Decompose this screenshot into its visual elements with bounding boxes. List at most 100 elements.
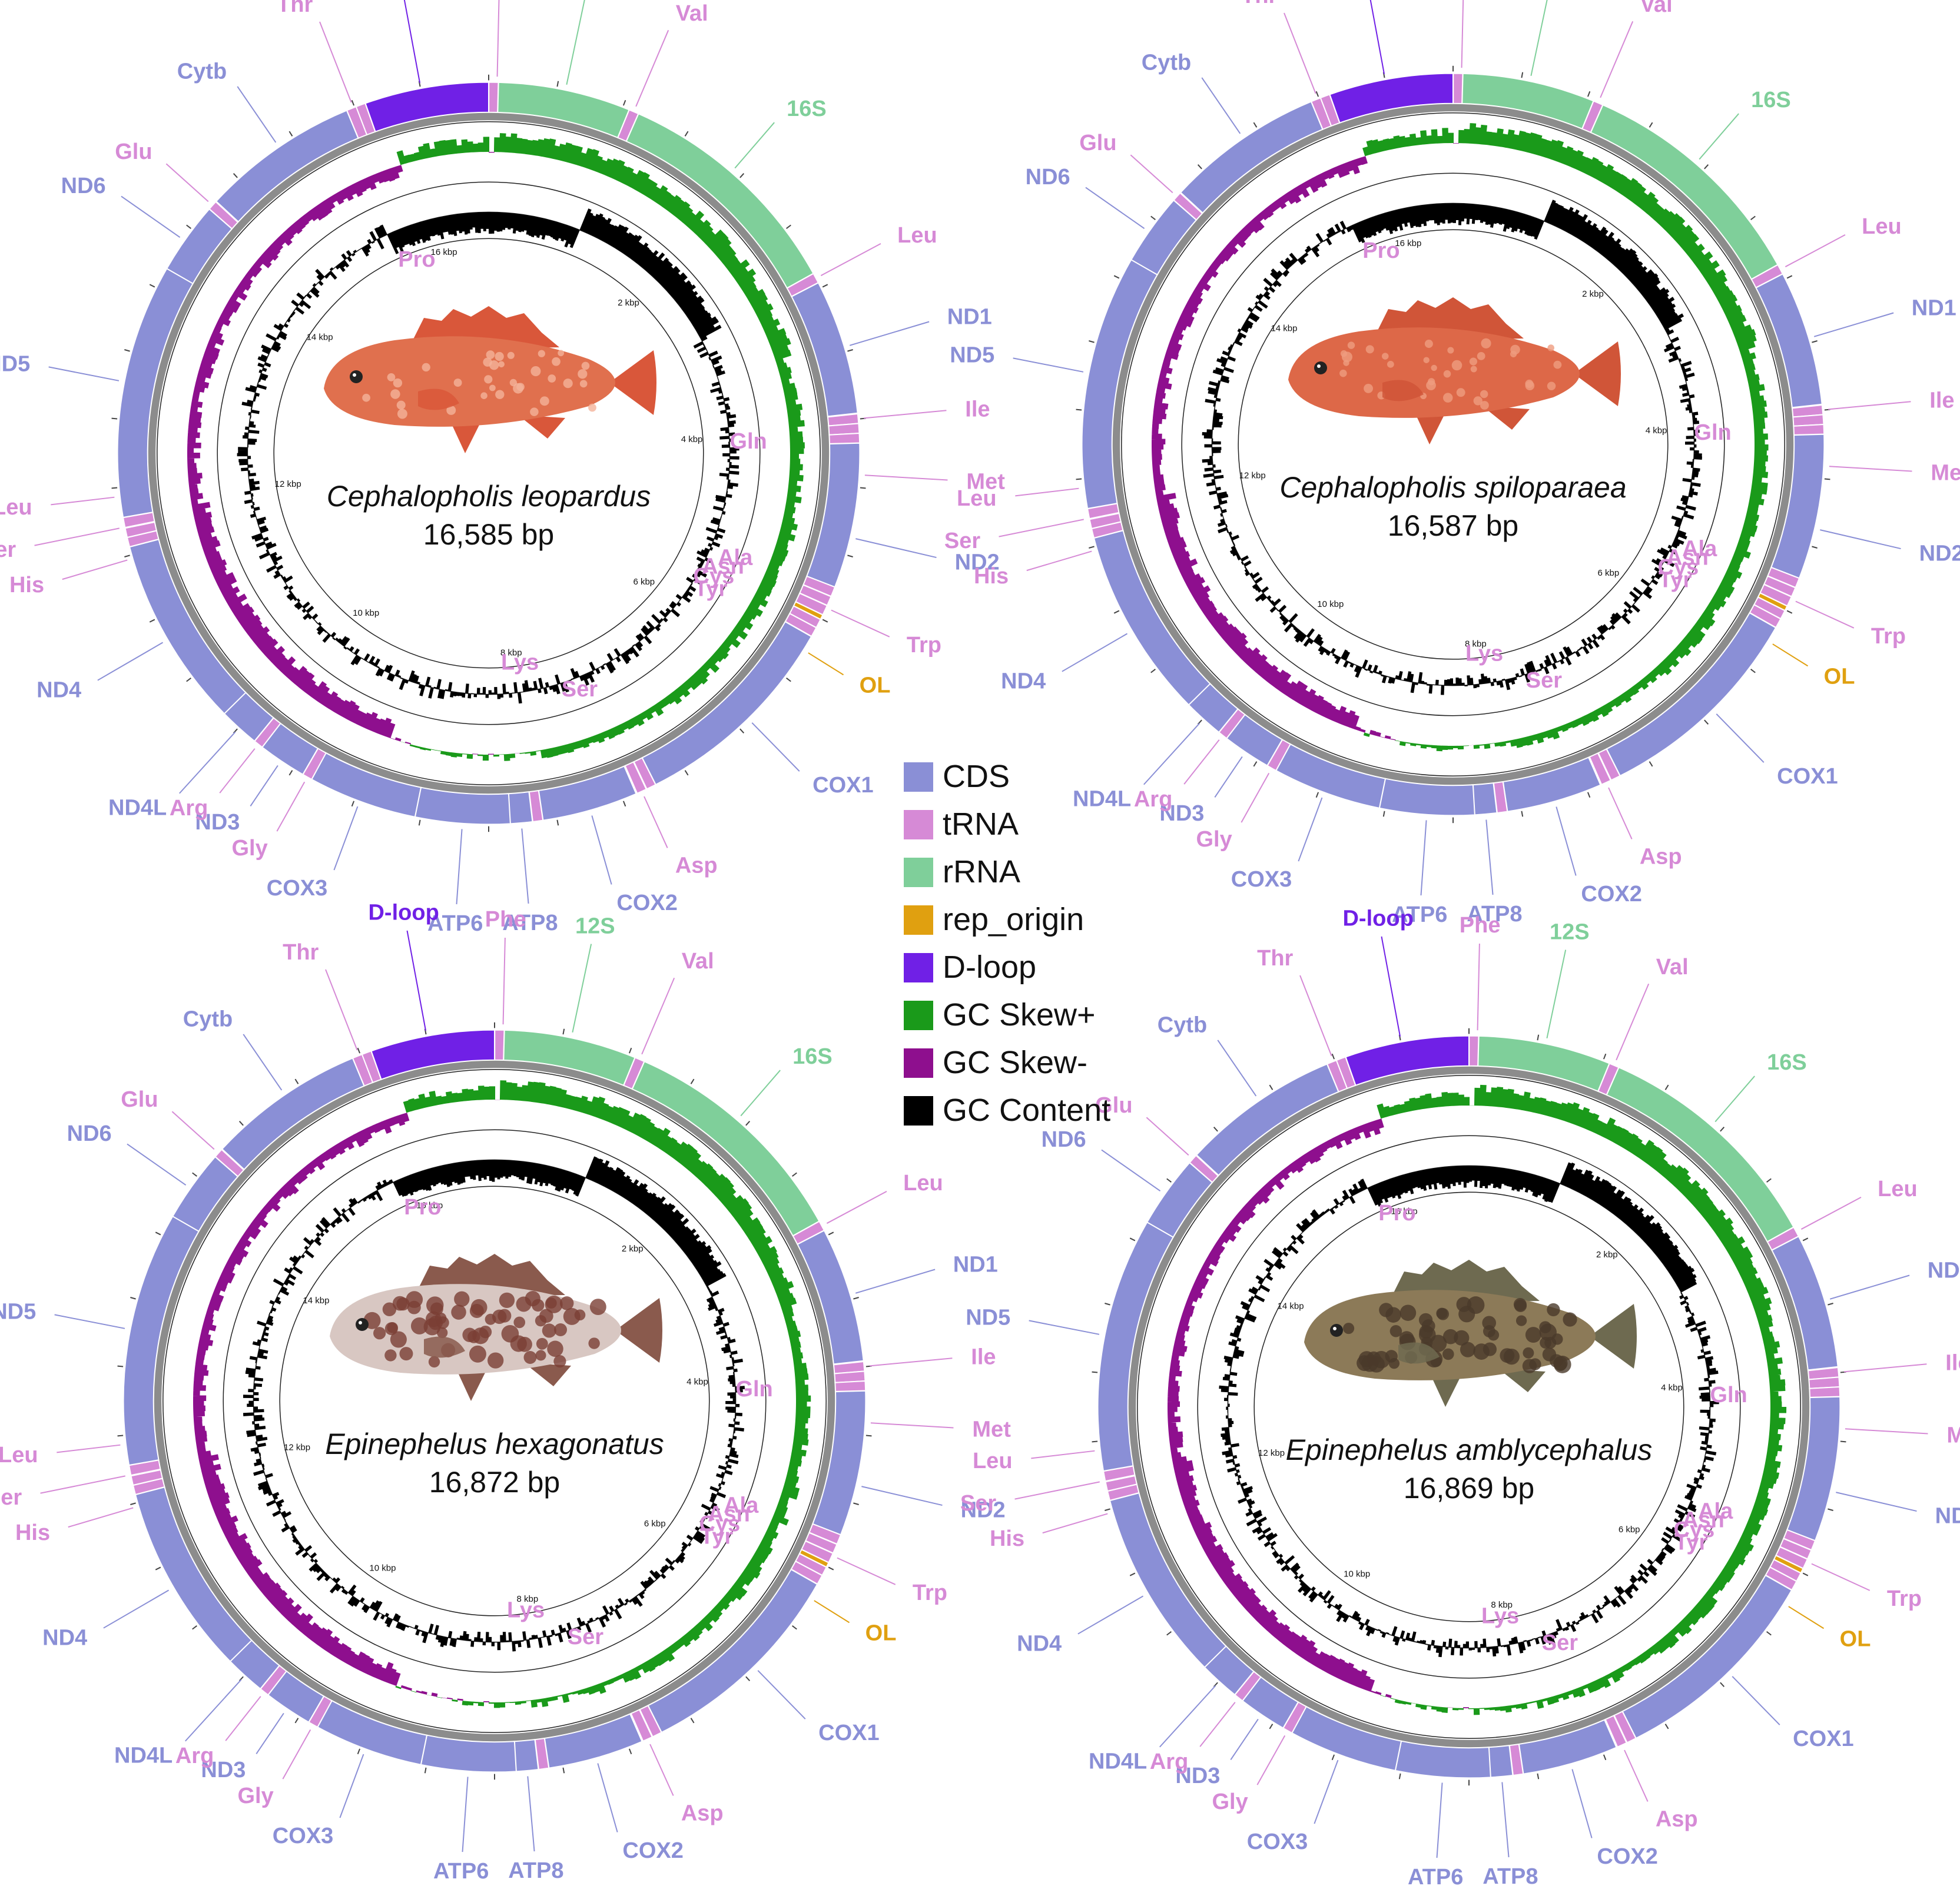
fish-spot xyxy=(392,1296,407,1311)
kbp-label-7: 16 kbp xyxy=(416,1200,443,1210)
inner-label-cys: Cys xyxy=(694,564,735,589)
tick-mark xyxy=(690,1718,695,1724)
leader-line xyxy=(502,937,506,1025)
guide-ring xyxy=(162,1069,827,1733)
tick-mark xyxy=(1315,91,1319,97)
kbp-label-1: 4 kbp xyxy=(1646,426,1667,436)
gene-label-nd3: ND3 xyxy=(1175,1764,1220,1788)
fish-spot xyxy=(1442,393,1453,403)
leader-line xyxy=(597,1763,618,1832)
gene-label-nd4: ND4 xyxy=(37,678,81,703)
tick-mark xyxy=(1812,546,1818,549)
fish-eye-highlight xyxy=(359,1321,362,1324)
gene-label-atp8: ATP8 xyxy=(502,911,558,935)
tick-mark xyxy=(1213,1126,1218,1132)
fish-spot xyxy=(1389,1325,1402,1337)
kbp-scale: 2 kbp 4 kbp 6 kbp 8 kbp 10 kbp 12 kbp 14 kbp 16… xyxy=(1258,1206,1683,1610)
gene-label-asp: Asp xyxy=(1640,845,1682,869)
fish-anal-fin xyxy=(1483,406,1530,430)
leader-line xyxy=(1217,1040,1257,1097)
leader-line xyxy=(870,1422,954,1429)
gene-label-cox3: COX3 xyxy=(267,876,327,901)
inner-label-gln: Gln xyxy=(735,1377,772,1402)
fish-spot xyxy=(1385,1307,1401,1323)
leader-line xyxy=(1031,1450,1095,1459)
legend-swatch-gc-content xyxy=(904,1096,933,1126)
tick-mark xyxy=(739,172,745,178)
tick-mark xyxy=(1150,215,1156,220)
tick-mark xyxy=(684,770,689,776)
leader-line xyxy=(496,0,500,77)
fish-spot xyxy=(1361,1354,1378,1372)
genome-length: 16,587 bp xyxy=(1388,509,1518,542)
fish-spot xyxy=(1339,369,1347,377)
fish-spot xyxy=(469,1345,486,1363)
tick-mark xyxy=(745,1120,751,1126)
leader-line xyxy=(1811,1563,1871,1591)
fish-spot xyxy=(1553,360,1562,369)
tick-mark xyxy=(1197,164,1202,170)
fish-spot xyxy=(523,1350,537,1364)
fish-spot xyxy=(1525,1327,1541,1343)
gene-block-asp-18 xyxy=(630,1709,653,1742)
gene-block-asp-18 xyxy=(624,761,647,795)
tick-mark xyxy=(628,1748,632,1755)
fish-spot xyxy=(1477,351,1485,360)
leader-line xyxy=(1183,739,1220,785)
fish-spot xyxy=(1423,357,1430,363)
gene-label-leu: Leu xyxy=(1862,214,1902,239)
gene-label-cox3: COX3 xyxy=(1231,867,1292,892)
tick-mark xyxy=(1092,1371,1098,1373)
fish-spot xyxy=(425,1311,442,1327)
leader-line xyxy=(814,1600,850,1624)
leader-line xyxy=(97,642,164,681)
fish-spot xyxy=(563,379,573,389)
genome-length: 16,585 bp xyxy=(423,518,554,551)
species-name: Epinephelus hexagonatus xyxy=(325,1427,664,1460)
gene-label-trp: Trp xyxy=(907,633,941,658)
gene-label-nd6: ND6 xyxy=(61,174,106,198)
fish-spot xyxy=(589,1299,606,1316)
fish-spot xyxy=(1447,347,1454,354)
gene-label-arg: Arg xyxy=(175,1744,214,1768)
leader-line xyxy=(1042,1513,1108,1534)
fish-spot xyxy=(588,403,596,412)
tick-mark xyxy=(1113,610,1120,614)
gene-label-leu: Leu xyxy=(903,1171,943,1196)
inner-label-lys: Lys xyxy=(1465,641,1503,666)
kbp-label-2: 6 kbp xyxy=(1619,1525,1640,1535)
fish-anal-fin xyxy=(518,415,565,439)
legend-label-d-loop: D-loop xyxy=(943,950,1036,985)
tick-mark xyxy=(1720,1682,1725,1688)
gene-labels: D-loop Phe 12S Val 16S Leu ND1 Ile Met ND2 Trp OL CO… xyxy=(0,900,1011,1884)
tick-mark xyxy=(130,1502,136,1505)
tick-mark xyxy=(117,1365,124,1367)
kbp-label-6: 14 kbp xyxy=(303,1296,329,1306)
gene-label-d-loop: D-loop xyxy=(1342,906,1413,931)
fish-spot xyxy=(1469,357,1478,366)
gene-label-nd6: ND6 xyxy=(67,1121,112,1146)
leader-line xyxy=(121,195,181,238)
kbp-label-6: 14 kbp xyxy=(307,332,333,342)
fish-spot xyxy=(1470,366,1477,373)
tick-mark xyxy=(1720,1126,1725,1132)
fish-spot xyxy=(426,1296,444,1314)
tick-mark xyxy=(1603,1053,1607,1060)
tick-mark xyxy=(1587,91,1591,97)
kbp-label-3: 8 kbp xyxy=(517,1594,539,1604)
fish-illustration xyxy=(1304,1260,1637,1407)
tick-mark xyxy=(847,555,853,557)
leader-line xyxy=(1077,1595,1144,1635)
genome-length: 16,869 bp xyxy=(1404,1472,1534,1505)
gene-track xyxy=(1097,1035,1841,1779)
gene-block-nd4-28 xyxy=(1109,1492,1227,1668)
fish-spot xyxy=(495,390,505,399)
fish-spot xyxy=(453,379,462,387)
fish-spot xyxy=(553,1355,566,1368)
gene-label-nd6: ND6 xyxy=(1042,1127,1086,1152)
leader-line xyxy=(51,496,115,506)
kbp-label-1: 4 kbp xyxy=(687,1377,708,1387)
gene-label-met: Met xyxy=(966,469,1005,494)
leader-line xyxy=(1828,401,1911,410)
tick-mark xyxy=(192,1172,197,1177)
